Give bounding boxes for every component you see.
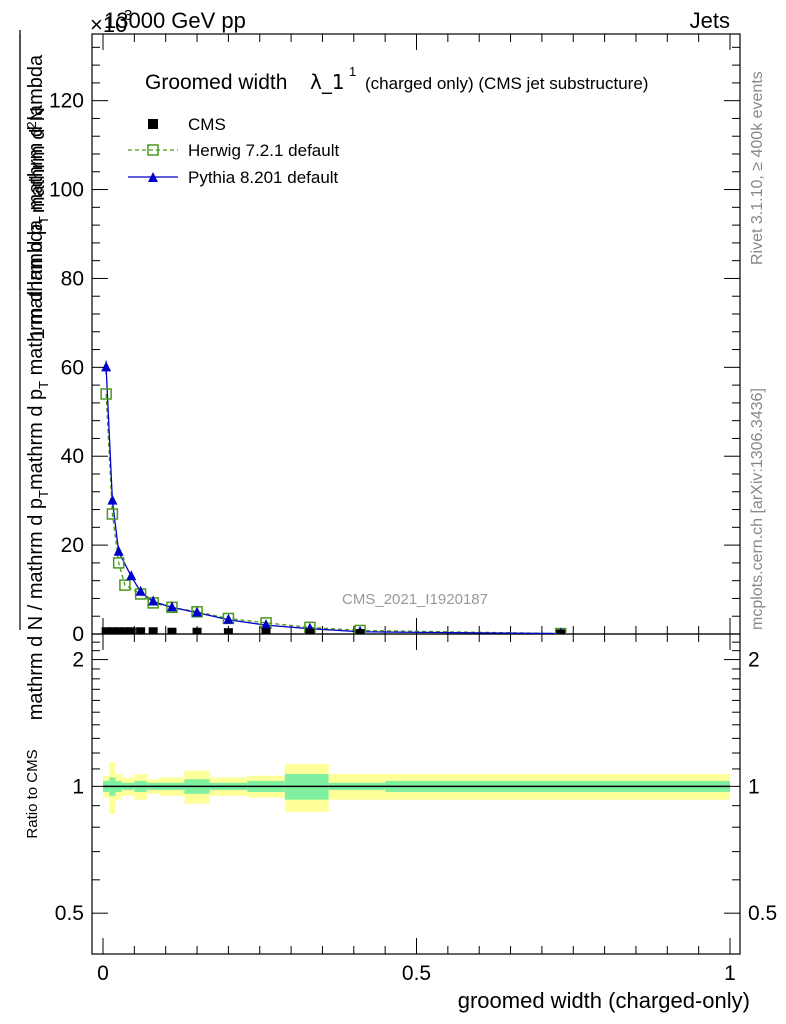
- herwig-line: [105, 393, 561, 634]
- svg-text:Pythia 8.201 default: Pythia 8.201 default: [188, 168, 339, 187]
- ratio-tick-label-right: 1: [748, 775, 760, 798]
- svg-text:Herwig 7.2.1 default: Herwig 7.2.1 default: [188, 141, 339, 160]
- y-axis-title: 1: [27, 328, 49, 339]
- y-tick-label: 100: [49, 179, 84, 202]
- legend-entry-cms: CMS: [148, 115, 226, 134]
- herwig-point: [100, 388, 112, 400]
- svg-text:λ_1: λ_1: [310, 70, 345, 94]
- ratio-axis-title: Ratio to CMS: [24, 749, 41, 838]
- pythia-point: [261, 619, 272, 630]
- rivet-version-label: Rivet 3.1.10, ≥ 400k events: [749, 71, 766, 265]
- cms-point: [223, 628, 233, 634]
- svg-text:CMS: CMS: [188, 115, 226, 134]
- exponent-value: 3: [124, 7, 132, 24]
- y-axis-title-lower: mathrm d N / mathrm d pTmathrm d pT math…: [25, 219, 51, 720]
- cms-point: [107, 627, 117, 634]
- svg-text:(charged only) (CMS jet substr: (charged only) (CMS jet substructure): [365, 74, 648, 93]
- legend: CMS Herwig 7.2.1 default Pythia 8.201 de…: [128, 115, 339, 187]
- y-tick-label: 120: [49, 90, 84, 113]
- exponent-prefix: ×10: [90, 12, 127, 37]
- cms-point: [355, 629, 365, 634]
- svg-text:mathrm d pT mathrm d lambda: mathrm d pT mathrm d lambda: [25, 54, 51, 325]
- ratio-bands: [103, 762, 730, 814]
- herwig-point: [112, 557, 125, 569]
- legend-entry-herwig: Herwig 7.2.1 default: [128, 141, 339, 160]
- analysis-watermark: CMS_2021_I1920187: [342, 591, 488, 608]
- energy-label: 13000 GeV pp: [104, 8, 246, 33]
- pythia-point: [223, 613, 234, 624]
- y-tick-label: 60: [61, 356, 84, 379]
- pythia-point: [135, 585, 146, 596]
- cms-point: [556, 629, 566, 634]
- y-tick-label: 40: [61, 445, 84, 468]
- herwig-point: [106, 508, 119, 520]
- ratio-tick-label: 0.5: [55, 902, 84, 925]
- herwig-point: [354, 624, 366, 634]
- cms-point: [126, 627, 136, 634]
- axes-ticks: 0 20 40 60 80 100 120 0 0.5 1 0.5 0.5 1 1 2 2: [49, 34, 777, 985]
- y-axis-title-numerator: mathrm d2N: [24, 107, 49, 213]
- y-tick-label: 80: [61, 267, 84, 290]
- pythia-point: [148, 595, 159, 606]
- pythia-point: [113, 545, 124, 556]
- svg-text:mcplots.cern.ch [arXiv:1306.34: mcplots.cern.ch [arXiv:1306.3436]: [749, 388, 766, 630]
- svg-text:mathrm d N / mathrm d pTmathrm: mathrm d N / mathrm d pTmathrm d pT math…: [25, 219, 51, 720]
- ratio-tick-label: 2: [72, 649, 84, 672]
- svg-text:mathrm d2N: mathrm d2N: [24, 107, 49, 213]
- series-layer: [100, 360, 567, 634]
- svg-text:Rivet 3.1.10, ≥ 400k events: Rivet 3.1.10, ≥ 400k events: [749, 71, 766, 265]
- y-tick-label: 20: [61, 534, 84, 557]
- y-axis-title-upper-den: mathrm d pT mathrm d lambda: [25, 54, 51, 325]
- plot-title: Groomed width λ_1 1 (charged only) (CMS …: [145, 64, 648, 94]
- y-tick-label: 0: [72, 623, 84, 646]
- ratio-tick-label-right: 2: [748, 649, 760, 672]
- cms-point: [148, 627, 158, 634]
- cms-point: [101, 627, 111, 634]
- pythia-point: [107, 494, 118, 505]
- x-axis-title: groomed width (charged-only): [458, 988, 750, 1013]
- cms-point: [261, 628, 271, 634]
- cms-point: [114, 627, 124, 634]
- jets-label: Jets: [690, 8, 730, 33]
- ratio-tick-label-right: 0.5: [748, 902, 777, 925]
- svg-text:Groomed width: Groomed width: [145, 71, 287, 94]
- svg-text:1: 1: [349, 64, 356, 79]
- svg-text:1: 1: [27, 328, 49, 339]
- herwig-point: [119, 579, 131, 591]
- pythia-point: [126, 570, 137, 581]
- x-tick-label: 1: [724, 962, 736, 985]
- ratio-tick-label: 1: [72, 775, 84, 798]
- cms-point: [192, 627, 202, 634]
- cms-point: [120, 627, 130, 634]
- legend-entry-pythia: Pythia 8.201 default: [128, 168, 339, 187]
- cms-point: [136, 627, 146, 634]
- cms-point: [167, 627, 177, 634]
- mcplots-label: mcplots.cern.ch [arXiv:1306.3436]: [749, 388, 766, 630]
- x-tick-label: 0: [97, 962, 109, 985]
- pythia-point: [192, 606, 203, 617]
- pythia-point: [166, 601, 177, 612]
- x-tick-label: 0.5: [402, 962, 431, 985]
- svg-text:Ratio to CMS: Ratio to CMS: [24, 749, 41, 838]
- cms-point: [305, 628, 315, 634]
- pythia-line: [105, 367, 561, 634]
